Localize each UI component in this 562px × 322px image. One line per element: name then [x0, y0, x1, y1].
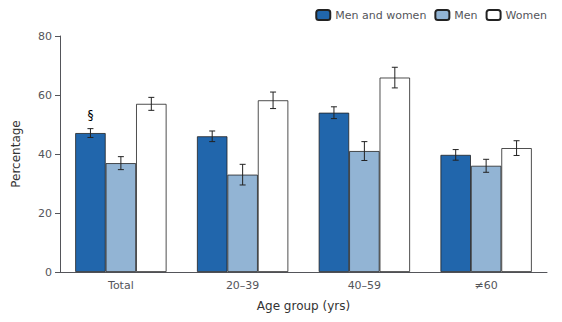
svg-text:40: 40 [38, 148, 52, 161]
svg-text:0: 0 [45, 266, 52, 279]
svg-text:40–59: 40–59 [348, 279, 382, 292]
svg-text:20–39: 20–39 [226, 279, 260, 292]
svg-text:Men and women: Men and women [335, 9, 426, 22]
svg-text:§: § [87, 108, 93, 122]
svg-text:60: 60 [38, 89, 52, 102]
svg-text:20: 20 [38, 207, 52, 220]
svg-text:Women: Women [506, 9, 547, 22]
svg-text:≠60: ≠60 [475, 279, 498, 292]
svg-text:Total: Total [107, 279, 134, 292]
svg-text:Men: Men [454, 9, 477, 22]
svg-text:Percentage: Percentage [9, 120, 23, 188]
svg-text:Age group (yrs): Age group (yrs) [257, 299, 350, 313]
svg-text:80: 80 [38, 30, 52, 43]
